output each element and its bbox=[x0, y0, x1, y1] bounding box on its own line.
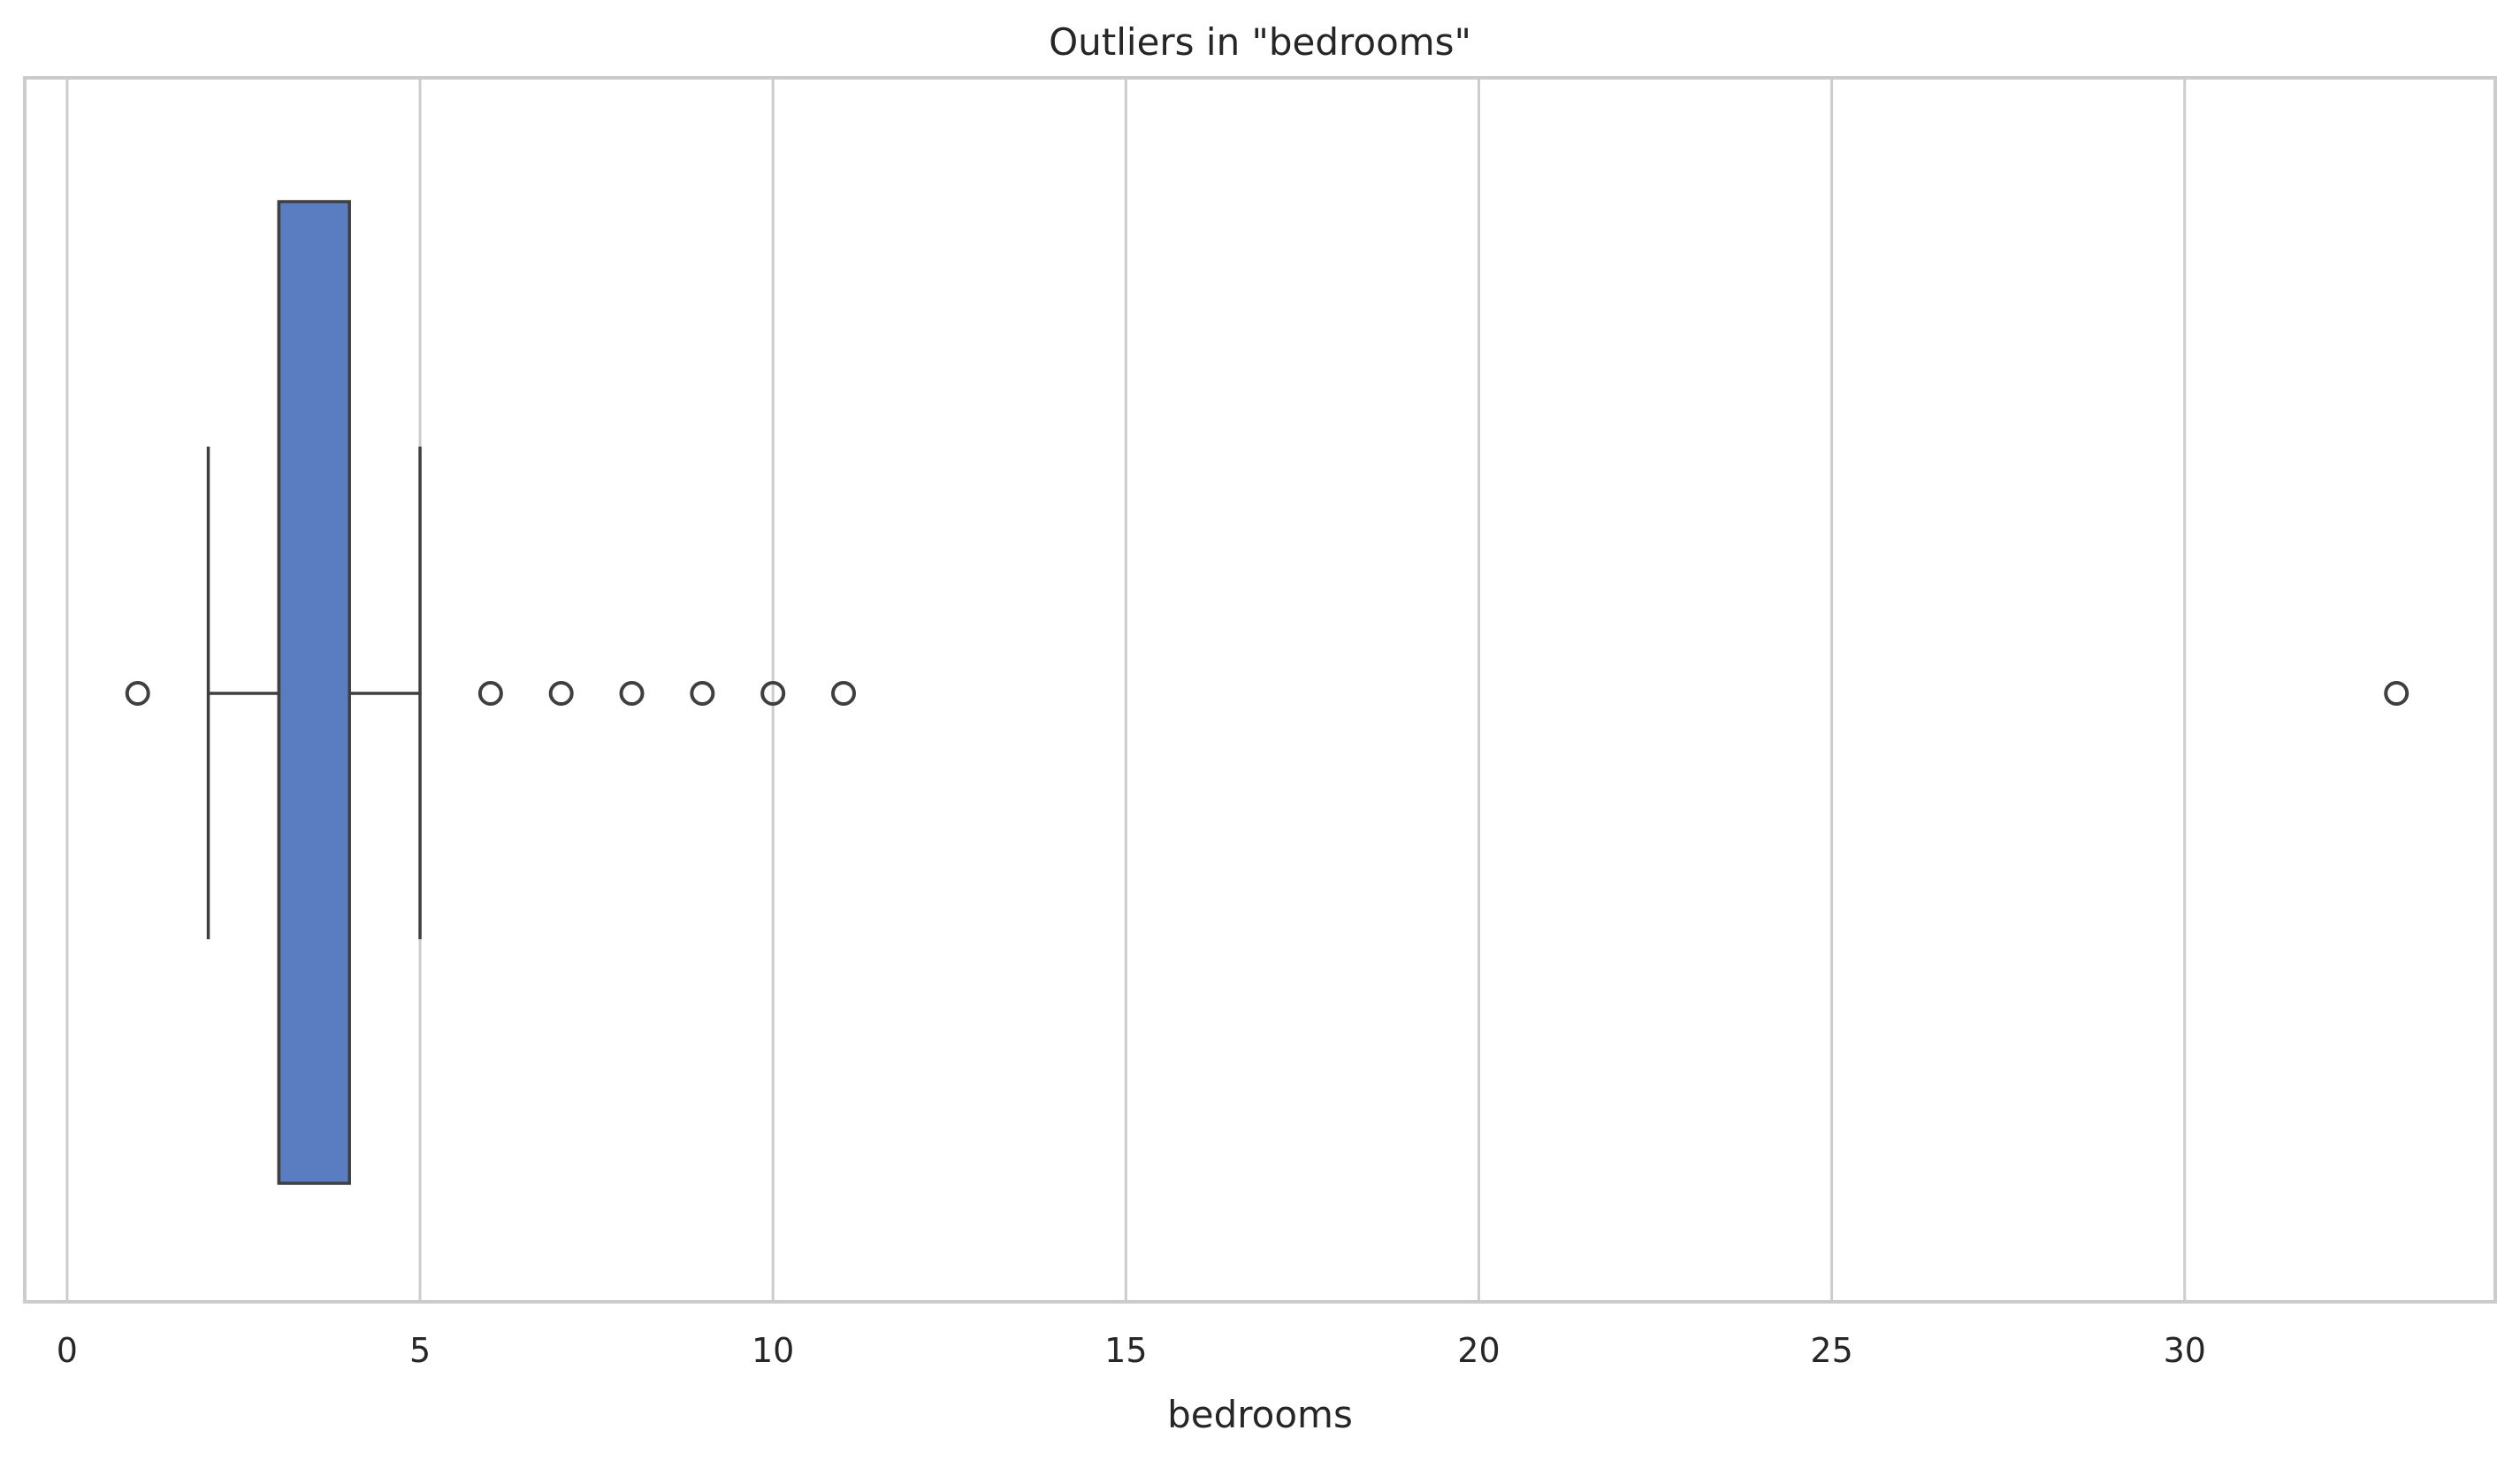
outlier-point-33 bbox=[2384, 681, 2409, 706]
outlier-point-9 bbox=[690, 681, 715, 706]
outlier-point-7 bbox=[548, 681, 574, 706]
x-tick-label-10: 10 bbox=[752, 1331, 794, 1370]
grid-lines bbox=[65, 78, 2187, 1302]
box-plot bbox=[206, 200, 422, 1185]
x-tick-label-5: 5 bbox=[409, 1331, 431, 1370]
x-tick-label-15: 15 bbox=[1104, 1331, 1147, 1370]
outlier-point-10 bbox=[760, 681, 786, 706]
outlier-point-6 bbox=[477, 681, 503, 706]
x-axis-label: bedrooms bbox=[1167, 1393, 1353, 1436]
plot-frame bbox=[23, 76, 2497, 1304]
outlier-point-1 bbox=[125, 681, 150, 706]
x-tick-label-30: 30 bbox=[2164, 1331, 2206, 1370]
x-tick-label-25: 25 bbox=[1810, 1331, 1852, 1370]
x-tick-label-20: 20 bbox=[1457, 1331, 1500, 1370]
outlier-points bbox=[125, 681, 2409, 706]
iqr-box bbox=[277, 200, 351, 1185]
x-tick-labels: 0 5 10 15 20 25 30 bbox=[57, 1331, 2206, 1370]
chart-title: Outliers in "bedrooms" bbox=[1049, 20, 1471, 64]
outlier-point-8 bbox=[619, 681, 645, 706]
outlier-point-11 bbox=[831, 681, 857, 706]
x-tick-label-0: 0 bbox=[57, 1331, 78, 1370]
